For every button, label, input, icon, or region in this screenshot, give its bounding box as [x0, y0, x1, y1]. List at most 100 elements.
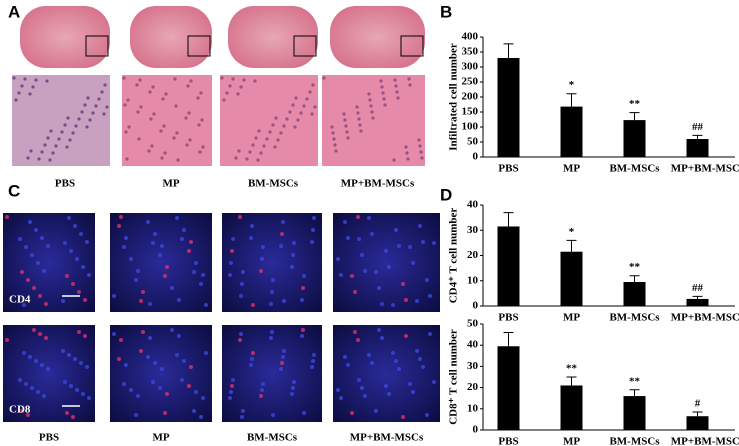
cell — [279, 244, 283, 248]
cell — [158, 253, 162, 257]
nucleus — [294, 96, 298, 100]
fluorescence-image — [110, 325, 212, 422]
cell — [391, 303, 395, 307]
cell — [239, 294, 243, 298]
cell — [367, 216, 371, 220]
cell — [129, 388, 133, 392]
cell — [26, 413, 30, 417]
nucleus — [268, 130, 272, 134]
cell — [360, 253, 364, 257]
cell — [282, 349, 286, 353]
nucleus — [74, 124, 78, 128]
y-tick-label: 50 — [467, 136, 479, 148]
nucleus — [122, 76, 126, 80]
cell — [360, 386, 364, 390]
cell — [146, 220, 150, 224]
nucleus — [159, 129, 163, 133]
cell — [32, 328, 36, 332]
nucleus — [265, 137, 269, 141]
cell — [204, 303, 208, 307]
cell — [301, 328, 305, 332]
caption: MP+BM-MSCs — [341, 178, 415, 190]
nucleus — [37, 157, 41, 161]
cell — [36, 390, 40, 394]
bar — [560, 385, 583, 430]
cell — [301, 286, 305, 290]
x-tick-label: MP — [563, 436, 580, 446]
tissue-section — [330, 6, 425, 68]
cell — [290, 392, 294, 396]
cell — [428, 294, 432, 298]
cell — [281, 355, 285, 359]
nucleus — [149, 117, 153, 121]
cell — [122, 382, 126, 386]
cell — [28, 220, 32, 224]
cell — [311, 228, 315, 232]
x-tick-label: MP — [563, 312, 580, 324]
nucleus — [105, 105, 109, 109]
y-tick-label: 20 — [467, 249, 479, 261]
cell — [124, 236, 128, 240]
panel-label: D — [440, 185, 452, 204]
nucleus — [186, 84, 190, 88]
cell — [411, 261, 415, 265]
cell — [408, 382, 412, 386]
cell — [387, 392, 391, 396]
y-tick-label: 20 — [467, 381, 479, 393]
cell — [428, 332, 432, 336]
nucleus — [394, 84, 398, 88]
cell — [356, 338, 360, 342]
caption: MP — [152, 432, 169, 444]
cell — [363, 269, 367, 273]
cell — [292, 380, 296, 384]
cell — [18, 237, 22, 241]
y-tick-label: 300 — [462, 61, 479, 73]
cell — [380, 302, 384, 306]
cell — [36, 261, 40, 265]
cell — [38, 294, 42, 298]
tissue-section — [20, 6, 110, 68]
cell — [148, 336, 152, 340]
nucleus — [68, 138, 72, 142]
cell — [391, 351, 395, 355]
nucleus — [311, 83, 315, 87]
bar — [560, 106, 583, 157]
cell — [404, 334, 408, 338]
x-tick-label: PBS — [498, 436, 518, 446]
nucleus — [276, 138, 280, 142]
nucleus — [299, 111, 303, 115]
bar — [686, 416, 709, 430]
nucleus — [359, 129, 363, 133]
cell — [85, 365, 89, 369]
cell — [251, 351, 255, 355]
cell — [250, 357, 254, 361]
y-tick-label: 100 — [462, 121, 479, 133]
cell — [401, 282, 405, 286]
cell — [61, 299, 65, 303]
bar — [686, 298, 709, 306]
cell — [346, 363, 350, 367]
cell — [5, 215, 9, 219]
nucleus — [248, 150, 252, 154]
nucleus — [342, 112, 346, 116]
nucleus — [322, 76, 326, 80]
cell — [384, 384, 388, 388]
nucleus — [242, 78, 246, 82]
nucleus — [245, 157, 249, 161]
x-tick-label: PBS — [498, 312, 518, 324]
cell — [240, 282, 244, 286]
nucleus — [23, 77, 27, 81]
cell — [279, 367, 283, 371]
y-tick-label: 400 — [462, 31, 479, 43]
error-bar — [629, 389, 640, 397]
nucleus — [251, 143, 255, 147]
cell — [249, 236, 253, 240]
cell — [357, 378, 361, 382]
nucleus — [164, 92, 168, 96]
cell — [170, 286, 174, 290]
caption: PBS — [55, 178, 75, 190]
nucleus — [57, 137, 61, 141]
nucleus — [137, 137, 141, 141]
inset-box — [187, 35, 211, 57]
nucleus — [51, 151, 55, 155]
